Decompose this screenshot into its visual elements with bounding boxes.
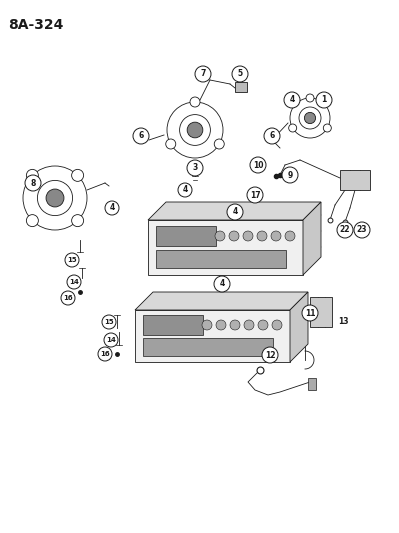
- Circle shape: [133, 128, 149, 144]
- Circle shape: [72, 169, 84, 181]
- Circle shape: [229, 231, 239, 241]
- Circle shape: [271, 231, 281, 241]
- Circle shape: [46, 189, 64, 207]
- Circle shape: [214, 139, 224, 149]
- Text: 15: 15: [67, 257, 77, 263]
- FancyBboxPatch shape: [156, 226, 216, 246]
- Circle shape: [105, 201, 119, 215]
- Circle shape: [178, 183, 192, 197]
- Circle shape: [67, 275, 81, 289]
- Text: 15: 15: [104, 319, 114, 325]
- Circle shape: [262, 347, 278, 363]
- Circle shape: [25, 175, 41, 191]
- Circle shape: [187, 160, 203, 176]
- Circle shape: [98, 347, 112, 361]
- Circle shape: [258, 320, 268, 330]
- Text: 16: 16: [63, 295, 73, 301]
- Circle shape: [282, 167, 298, 183]
- Text: 10: 10: [253, 160, 263, 169]
- Text: 8: 8: [30, 179, 36, 188]
- FancyBboxPatch shape: [340, 170, 370, 190]
- Circle shape: [304, 112, 316, 124]
- Circle shape: [104, 333, 118, 347]
- Polygon shape: [290, 292, 308, 362]
- Circle shape: [61, 291, 75, 305]
- Circle shape: [284, 92, 300, 108]
- Polygon shape: [303, 202, 321, 275]
- Text: 11: 11: [305, 309, 315, 318]
- Text: 8A-324: 8A-324: [8, 18, 63, 32]
- Circle shape: [166, 139, 176, 149]
- FancyBboxPatch shape: [143, 315, 203, 335]
- FancyBboxPatch shape: [156, 250, 286, 268]
- Text: 4: 4: [219, 279, 225, 288]
- Circle shape: [306, 94, 314, 102]
- Polygon shape: [135, 292, 308, 310]
- Circle shape: [285, 231, 295, 241]
- Circle shape: [215, 231, 225, 241]
- Circle shape: [216, 320, 226, 330]
- Circle shape: [195, 66, 211, 82]
- Circle shape: [227, 204, 243, 220]
- Text: 17: 17: [250, 190, 260, 199]
- Text: 1: 1: [321, 95, 327, 104]
- Text: 16: 16: [100, 351, 110, 357]
- Circle shape: [214, 276, 230, 292]
- Circle shape: [289, 124, 297, 132]
- Circle shape: [264, 128, 280, 144]
- Text: 3: 3: [192, 164, 198, 173]
- Circle shape: [243, 231, 253, 241]
- Text: 4: 4: [232, 207, 238, 216]
- FancyBboxPatch shape: [135, 310, 290, 362]
- Circle shape: [187, 122, 203, 138]
- Circle shape: [250, 157, 266, 173]
- Circle shape: [323, 124, 331, 132]
- Circle shape: [72, 215, 84, 227]
- Circle shape: [244, 320, 254, 330]
- FancyBboxPatch shape: [143, 338, 273, 356]
- Text: 4: 4: [289, 95, 294, 104]
- Text: 6: 6: [269, 132, 275, 141]
- Circle shape: [354, 222, 370, 238]
- Circle shape: [272, 320, 282, 330]
- FancyBboxPatch shape: [310, 297, 332, 327]
- Text: 22: 22: [340, 225, 350, 235]
- Text: 23: 23: [357, 225, 367, 235]
- Polygon shape: [148, 202, 321, 220]
- Circle shape: [232, 66, 248, 82]
- FancyBboxPatch shape: [308, 378, 316, 390]
- Text: 13: 13: [338, 318, 348, 327]
- Text: 4: 4: [182, 185, 188, 195]
- Circle shape: [26, 169, 38, 181]
- FancyBboxPatch shape: [148, 220, 303, 275]
- Circle shape: [26, 215, 38, 227]
- Circle shape: [202, 320, 212, 330]
- Circle shape: [65, 253, 79, 267]
- Text: 14: 14: [69, 279, 79, 285]
- Text: 4: 4: [109, 204, 115, 213]
- Text: 14: 14: [106, 337, 116, 343]
- Circle shape: [337, 222, 353, 238]
- Circle shape: [247, 187, 263, 203]
- Circle shape: [316, 92, 332, 108]
- Circle shape: [257, 231, 267, 241]
- Text: 5: 5: [237, 69, 243, 78]
- Circle shape: [190, 97, 200, 107]
- FancyBboxPatch shape: [235, 82, 247, 92]
- Circle shape: [230, 320, 240, 330]
- Circle shape: [102, 315, 116, 329]
- Text: 6: 6: [138, 132, 144, 141]
- Text: 12: 12: [265, 351, 275, 359]
- Circle shape: [302, 305, 318, 321]
- Text: 7: 7: [200, 69, 206, 78]
- Text: 9: 9: [287, 171, 292, 180]
